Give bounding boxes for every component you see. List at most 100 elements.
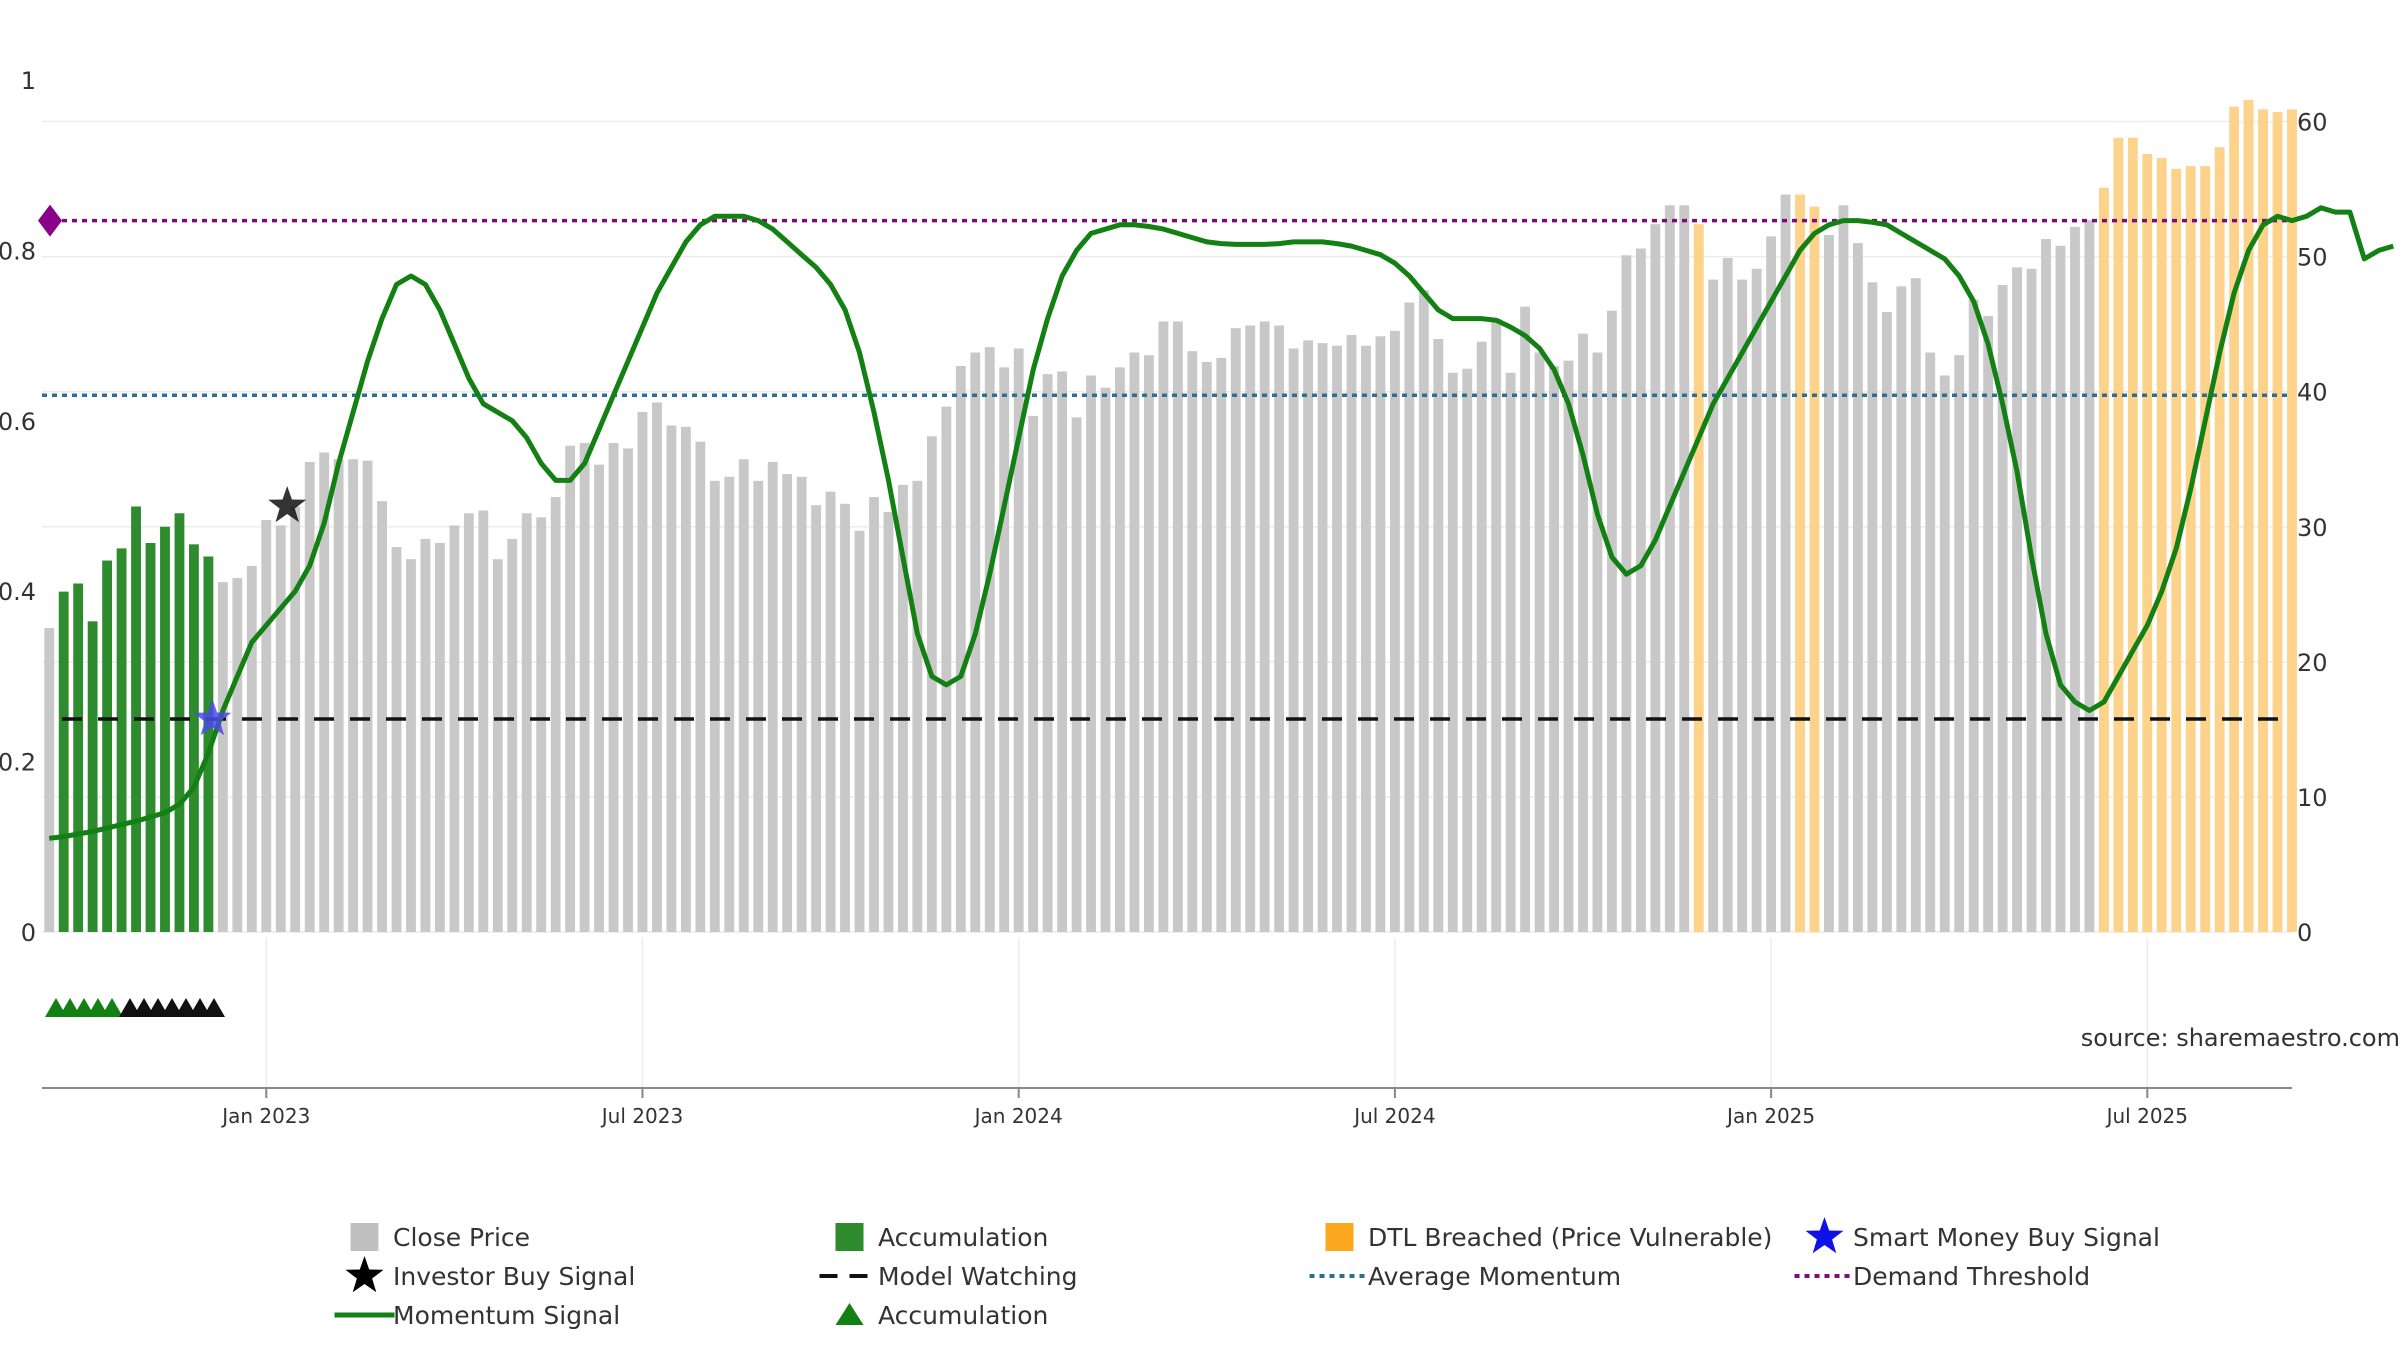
accumulation-bar: [175, 513, 185, 932]
price-bar: [1057, 371, 1067, 932]
dtl-breached-legend-swatch: [1326, 1223, 1354, 1251]
price-bar: [609, 443, 619, 932]
price-bars: [44, 100, 2297, 932]
price-bar: [348, 459, 358, 932]
price-bar: [1477, 342, 1487, 932]
dtl-breached-bar: [2229, 107, 2239, 932]
legend: Close Price Accumulation DTL Breached (Pri…: [335, 1217, 2160, 1330]
price-bar: [1419, 290, 1429, 932]
price-bar: [681, 427, 691, 932]
price-bar: [1303, 340, 1313, 932]
accumulation-bar: [88, 621, 98, 932]
dtl-breached-bar: [2287, 109, 2297, 932]
accumulation-bar: [59, 592, 69, 932]
price-bar: [638, 412, 648, 932]
right-axis-tick-label: 40: [2297, 379, 2328, 407]
price-bar: [1390, 331, 1400, 932]
price-bar: [1506, 373, 1516, 932]
price-bar: [1925, 353, 1935, 932]
right-axis-tick-label: 30: [2297, 514, 2328, 542]
price-bar: [941, 407, 951, 932]
accumulation-bar: [117, 548, 127, 932]
right-axis-tick-label: 10: [2297, 784, 2328, 812]
left-axis-tick-label: 0.8: [0, 237, 36, 265]
price-bar: [493, 559, 503, 932]
price-bar: [1144, 355, 1154, 932]
x-axis-tick-label: Jul 2025: [2105, 1104, 2188, 1128]
legend-label: Smart Money Buy Signal: [1853, 1223, 2160, 1252]
price-bar: [1665, 205, 1675, 932]
legend-label: Model Watching: [878, 1262, 1078, 1291]
price-bar: [1347, 335, 1357, 932]
price-bar: [1853, 243, 1863, 932]
price-bar: [1867, 282, 1877, 932]
demand-threshold-marker: [38, 205, 62, 237]
price-bar: [406, 559, 416, 932]
price-bar: [1072, 417, 1082, 932]
price-bar: [1954, 355, 1964, 932]
price-bar: [334, 459, 344, 932]
price-bar: [392, 547, 402, 932]
price-bar: [2056, 246, 2066, 932]
x-axis-tick-label: Jan 2023: [220, 1104, 310, 1128]
accumulation-legend-swatch: [836, 1223, 864, 1251]
price-bar: [565, 446, 575, 932]
price-bar: [1187, 351, 1197, 932]
price-bar: [1332, 346, 1342, 932]
price-bar: [1448, 373, 1458, 932]
x-axis: Jan 2023 Jul 2023 Jan 2024 Jul 2024 Jan 2025…: [42, 1088, 2292, 1128]
accumulation-bar: [102, 561, 112, 932]
dtl-breached-bar: [2157, 158, 2167, 932]
price-bar: [1130, 353, 1140, 932]
right-axis-tick-label: 20: [2297, 649, 2328, 677]
accumulation-bar: [73, 584, 83, 932]
price-bar: [797, 477, 807, 932]
price-bar: [753, 481, 763, 932]
price-bar: [1274, 326, 1284, 932]
price-bar: [1231, 328, 1241, 932]
price-bar: [1650, 224, 1660, 932]
price-bar: [1260, 321, 1270, 932]
price-bar: [1636, 249, 1646, 932]
price-bar: [667, 425, 677, 932]
watching-triangle-icon: [203, 998, 225, 1017]
price-bar: [478, 511, 488, 932]
right-axis-tick-label: 0: [2297, 919, 2312, 947]
price-bar: [1593, 353, 1603, 932]
price-bar: [652, 402, 662, 932]
dtl-breached-bar: [2142, 154, 2152, 932]
price-bar: [956, 366, 966, 932]
price-bar: [2012, 267, 2022, 932]
legend-label: Momentum Signal: [393, 1301, 620, 1330]
price-bar: [449, 525, 459, 932]
left-axis-tick-label: 0: [21, 919, 36, 947]
price-bar: [695, 442, 705, 932]
dtl-breached-bar: [1810, 207, 1820, 932]
price-bar: [1202, 362, 1212, 932]
accumulation-bar: [146, 543, 156, 932]
price-bar: [1101, 388, 1111, 932]
price-bar: [1940, 375, 1950, 932]
price-bar: [855, 531, 865, 932]
left-axis-tick-label: 0.4: [0, 578, 36, 606]
price-bar: [1028, 416, 1038, 932]
price-bar: [536, 517, 546, 932]
price-bar: [276, 525, 286, 932]
price-bar: [1433, 339, 1443, 932]
price-bar: [623, 448, 633, 932]
price-bar: [522, 513, 532, 932]
legend-label: Close Price: [393, 1223, 530, 1252]
price-bar: [1564, 361, 1574, 932]
accumulation-bar: [160, 527, 170, 932]
price-bar: [1549, 366, 1559, 932]
investor-star-icon: [346, 1256, 384, 1292]
price-bar: [507, 539, 517, 932]
price-bar: [710, 481, 720, 932]
price-bar: [305, 462, 315, 932]
price-bar: [232, 578, 242, 932]
price-bar: [1607, 311, 1617, 932]
close-price-legend-swatch: [351, 1223, 379, 1251]
accumulation-bar: [189, 544, 199, 932]
dtl-breached-bar: [1795, 194, 1805, 932]
x-axis-tick-label: Jul 2024: [1352, 1104, 1435, 1128]
